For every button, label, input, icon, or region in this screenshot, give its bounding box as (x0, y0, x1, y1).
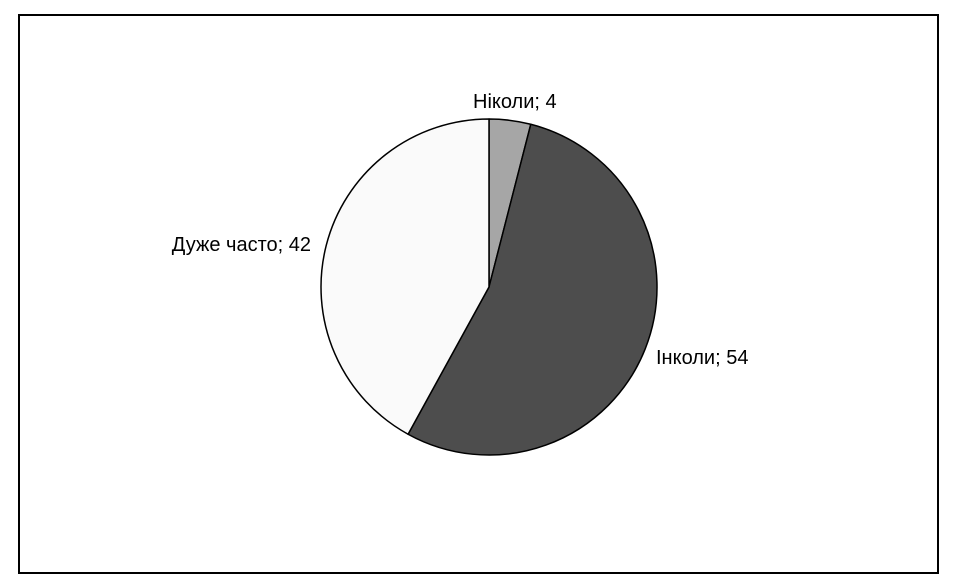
pie-slice-inkoly (407, 123, 658, 456)
slices-layer (320, 118, 658, 456)
pie-chart: Ніколи; 4 Інколи; 54 Дуже часто; 42 (172, 91, 749, 456)
pie-slice-duzhe-chasto (320, 118, 490, 435)
slice-label-inkoly: Інколи; 54 (656, 347, 748, 369)
slice-label-duzhe-chasto: Дуже часто; 42 (172, 234, 311, 256)
labels-layer: Ніколи; 4 Інколи; 54 Дуже часто; 42 (172, 91, 749, 369)
slice-label-nikoly: Ніколи; 4 (473, 91, 557, 113)
